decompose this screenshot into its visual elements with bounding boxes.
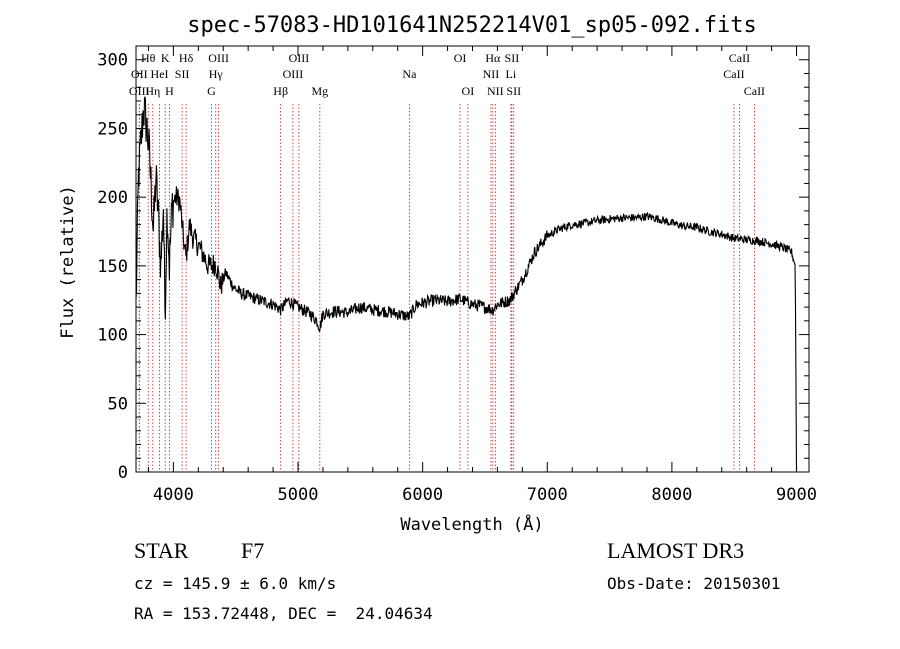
line-label: OIII [289, 51, 310, 65]
line-label: CaII [723, 67, 744, 81]
y-axis-label: Flux (relative) [58, 185, 78, 339]
line-label: OIII [283, 67, 304, 81]
line-label: Hη [145, 84, 160, 98]
spectrum-line [135, 96, 798, 473]
x-tick-label: 5000 [278, 485, 319, 505]
line-label: G [207, 84, 216, 98]
line-label: SII [505, 51, 520, 65]
object-type: STAR [134, 538, 189, 563]
line-label: SII [175, 67, 190, 81]
line-markers: HθOIIOIIIHηHeIKHSIIHδGHγOIIIHβOIIIOIIIMg… [129, 51, 765, 472]
line-label: CaII [744, 84, 765, 98]
line-label: Hθ [141, 51, 156, 65]
line-label: Hδ [179, 51, 194, 65]
line-label: OIII [208, 51, 229, 65]
y-tick-label: 200 [97, 188, 128, 208]
x-tick-label: 9000 [776, 485, 817, 505]
coordinates-ra-dec: RA = 153.72448, DEC = 24.04634 [134, 604, 433, 623]
line-label: OI [462, 84, 475, 98]
x-axis-label: Wavelength (Å) [400, 513, 543, 535]
y-tick-label: 100 [97, 326, 128, 346]
line-label: SII [506, 84, 521, 98]
survey-name: LAMOST DR3 [607, 538, 745, 563]
x-tick-label: 6000 [402, 485, 443, 505]
line-label: OI [454, 51, 467, 65]
y-tick-label: 300 [97, 51, 128, 71]
spectrum-series [135, 96, 798, 473]
plot-frame [135, 45, 810, 473]
line-label: K [161, 51, 170, 65]
x-axis: 4000 5000 6000 7000 8000 9000 [147, 46, 817, 505]
line-label: Hβ [273, 84, 288, 98]
spectral-type: F7 [241, 538, 265, 563]
y-tick-label: 0 [118, 463, 128, 483]
y-tick-label: 50 [108, 394, 128, 414]
line-label: Mg [311, 84, 328, 98]
observation-date: Obs-Date: 20150301 [607, 574, 781, 593]
chart-title: spec-57083-HD101641N252214V01_sp05-092.f… [187, 13, 757, 38]
y-axis: 0 50 100 150 200 250 300 [97, 51, 809, 483]
line-label: Li [506, 67, 517, 81]
redshift-cz: cz = 145.9 ± 6.0 km/s [134, 574, 337, 593]
y-tick-label: 150 [97, 257, 128, 277]
line-label: NII [487, 84, 504, 98]
line-label: NII [483, 67, 500, 81]
line-label: Hα [485, 51, 501, 65]
line-label: Hγ [209, 67, 224, 81]
line-label: Na [402, 67, 417, 81]
line-label: H [165, 84, 174, 98]
line-label: OIII [129, 84, 150, 98]
line-label: OII [131, 67, 148, 81]
line-label: CaII [729, 51, 750, 65]
y-tick-label: 250 [97, 119, 128, 139]
x-tick-label: 8000 [651, 485, 692, 505]
line-label: HeI [151, 67, 169, 81]
x-tick-label: 7000 [527, 485, 568, 505]
x-tick-label: 4000 [153, 485, 194, 505]
